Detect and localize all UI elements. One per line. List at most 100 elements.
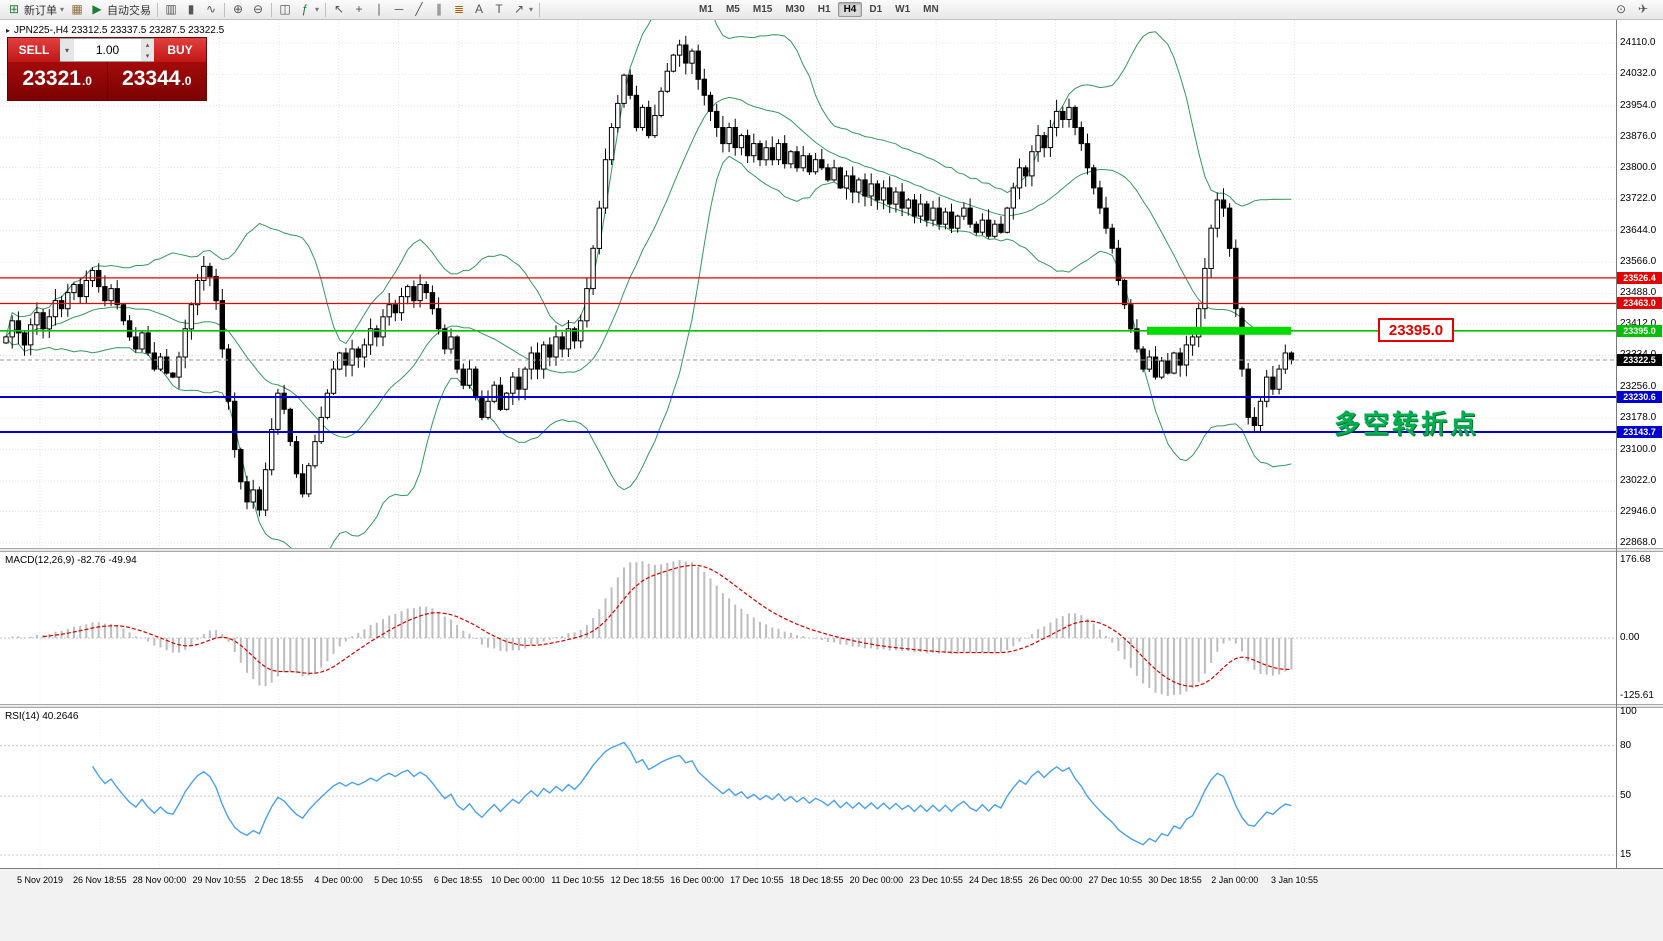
volume-input[interactable]: 1.00 bbox=[95, 43, 120, 57]
fibonacci-retracement-button[interactable]: ≣ bbox=[449, 1, 469, 18]
rsi-pane[interactable] bbox=[0, 708, 1616, 868]
candle bbox=[905, 199, 911, 209]
sell-price[interactable]: 23321.0 bbox=[8, 62, 108, 100]
text-button[interactable]: A bbox=[469, 1, 489, 18]
time-label: 5 Dec 10:55 bbox=[374, 875, 423, 885]
candle bbox=[337, 352, 343, 370]
price-chart-pane[interactable] bbox=[0, 20, 1616, 548]
candle bbox=[207, 265, 213, 277]
candle bbox=[880, 187, 887, 201]
candle bbox=[164, 356, 170, 374]
candle bbox=[676, 44, 683, 56]
buy-button[interactable]: BUY bbox=[154, 38, 206, 62]
macd-pane[interactable] bbox=[0, 552, 1616, 704]
candle bbox=[1023, 167, 1029, 177]
indicators-list-dropdown-icon[interactable]: ▾ bbox=[315, 5, 320, 14]
zoom-in-button[interactable]: ⊕ bbox=[228, 1, 248, 18]
collapse-arrow-icon[interactable]: ▸ bbox=[6, 26, 11, 35]
price-tick-label: 24032.0 bbox=[1620, 68, 1657, 80]
trendline-button[interactable]: ╱ bbox=[409, 1, 429, 18]
candle bbox=[1239, 308, 1245, 370]
timeframe-mn-button[interactable]: MN bbox=[923, 4, 939, 15]
candle bbox=[534, 352, 541, 370]
timeframe-h1-button[interactable]: H1 bbox=[817, 4, 831, 15]
candle bbox=[244, 481, 250, 503]
zoom-out-button[interactable]: ⊖ bbox=[248, 1, 268, 18]
crosshair-icon: + bbox=[355, 2, 363, 16]
pivot-highlight-segment[interactable] bbox=[1147, 326, 1291, 335]
chart-windows-icon: ▦ bbox=[71, 2, 83, 16]
volume-down-icon[interactable]: ▾ bbox=[145, 52, 150, 60]
time-label: 10 Dec 00:00 bbox=[491, 875, 545, 885]
time-axis[interactable]: 5 Nov 2019 26 Nov 18:55 28 Nov 00:00 29 Nov… bbox=[0, 868, 1663, 941]
candle bbox=[1047, 127, 1054, 149]
candle bbox=[479, 396, 485, 418]
cursor-button[interactable]: ↖ bbox=[329, 1, 349, 18]
crosshair-button[interactable]: + bbox=[349, 1, 369, 18]
candle bbox=[955, 215, 961, 229]
toolbar: ⊞ 新订单 ▾ ▦ ▶ 自动交易 ▥ ▮ ∿ ⊕ ⊖ ◫ ƒ ▾ ↖ + ∣ ─ ╱ ∥ ≣ A T ↗ ▾ M1 M5 M15 M30… bbox=[0, 0, 1663, 20]
candle bbox=[411, 286, 417, 302]
new-order-dropdown-icon[interactable]: ▾ bbox=[60, 5, 65, 14]
timeframe-d1-button[interactable]: D1 bbox=[869, 4, 883, 15]
candle bbox=[837, 167, 843, 189]
send-button[interactable]: ✈ bbox=[1633, 1, 1653, 18]
search-icon: ⊙ bbox=[1615, 2, 1627, 16]
new-order-button[interactable]: ⊞ 新订单 ▾ bbox=[4, 1, 67, 18]
auto-trading-button[interactable]: ▶ 自动交易 bbox=[87, 1, 154, 18]
timeframe-m1-button[interactable]: M1 bbox=[699, 4, 713, 15]
candle bbox=[553, 336, 559, 358]
equidistant-channel-button[interactable]: ∥ bbox=[429, 1, 449, 18]
candle bbox=[522, 368, 528, 390]
rsi-tick-label: 15 bbox=[1620, 848, 1632, 860]
candle bbox=[1202, 267, 1208, 310]
candle bbox=[89, 270, 96, 282]
time-label: 18 Dec 18:55 bbox=[789, 875, 844, 885]
vertical-line-button[interactable]: ∣ bbox=[369, 1, 389, 18]
candle bbox=[454, 336, 460, 370]
text-label-button[interactable]: T bbox=[489, 1, 509, 18]
price-tick-label: 23488.0 bbox=[1620, 287, 1657, 299]
candle bbox=[948, 211, 955, 229]
candle bbox=[911, 199, 918, 217]
candlestick-chart-button[interactable]: ▮ bbox=[181, 1, 201, 18]
horizontal-line-button[interactable]: ─ bbox=[389, 1, 409, 18]
candle bbox=[1196, 308, 1202, 338]
line-chart-button[interactable]: ∿ bbox=[201, 1, 221, 18]
price-axis[interactable]: 24110.0 24032.0 23954.0 23876.0 23800.0 23722… bbox=[1617, 20, 1663, 868]
zoom-out-icon: ⊖ bbox=[252, 2, 264, 16]
pivot-annotation-text[interactable]: 多空转折点 bbox=[1334, 409, 1480, 439]
bar-chart-button[interactable]: ▥ bbox=[161, 1, 181, 18]
arrows-tool-dropdown-icon[interactable]: ▾ bbox=[529, 5, 534, 14]
candle bbox=[1245, 368, 1251, 418]
candle bbox=[1103, 207, 1109, 229]
candle bbox=[1288, 352, 1295, 361]
pane-divider[interactable] bbox=[0, 548, 1663, 552]
indicators-list-button[interactable]: ƒ ▾ bbox=[295, 1, 322, 18]
sell-button[interactable]: SELL bbox=[8, 38, 60, 62]
buy-price[interactable]: 23344.0 bbox=[122, 67, 192, 90]
arrows-tool-button[interactable]: ↗ ▾ bbox=[509, 1, 536, 18]
candle bbox=[287, 408, 294, 442]
price-annotation-box[interactable]: 23395.0 bbox=[1378, 318, 1454, 342]
pane-divider[interactable] bbox=[0, 704, 1663, 708]
timeframe-m15-button[interactable]: M15 bbox=[752, 4, 773, 15]
candle bbox=[1066, 106, 1072, 121]
candle bbox=[547, 344, 553, 358]
price-tick-label: 23178.0 bbox=[1620, 412, 1657, 424]
search-button[interactable]: ⊙ bbox=[1611, 1, 1631, 18]
timeframe-h4-button[interactable]: H4 bbox=[837, 2, 863, 17]
candle bbox=[973, 223, 979, 233]
candle bbox=[423, 284, 429, 294]
tile-windows-button[interactable]: ◫ bbox=[275, 1, 295, 18]
volume-dropdown-icon[interactable]: ▾ bbox=[60, 39, 74, 61]
chart-windows-button[interactable]: ▦ bbox=[67, 1, 87, 18]
timeframe-m30-button[interactable]: M30 bbox=[785, 4, 805, 15]
candle bbox=[65, 292, 71, 310]
candle bbox=[262, 469, 269, 511]
volume-up-icon[interactable]: ▴ bbox=[145, 41, 150, 49]
timeframe-w1-button[interactable]: W1 bbox=[895, 4, 911, 15]
timeframe-m5-button[interactable]: M5 bbox=[725, 4, 740, 15]
candle bbox=[893, 191, 899, 205]
candle bbox=[1128, 304, 1134, 330]
